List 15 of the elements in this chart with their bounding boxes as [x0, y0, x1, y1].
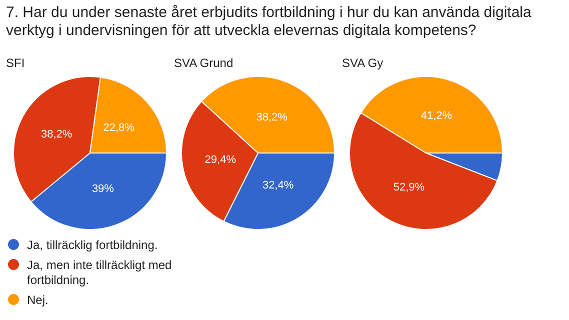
slice-label: SFI: [6, 56, 26, 72]
legend-label: Nej.: [27, 293, 50, 308]
legend-label: Ja, men inte tillräckligt med fortbildning.: [27, 258, 173, 288]
data-label: 39%: [92, 183, 114, 196]
data-label: 29,4%: [204, 154, 236, 166]
data-label: 52,9%: [393, 181, 425, 194]
data-label: 32,4%: [262, 180, 294, 192]
data-label: 22,8%: [103, 122, 135, 134]
slice-label: SVA Gy: [342, 56, 384, 72]
legend-label: Ja, tillräcklig fortbildning.: [27, 238, 159, 253]
slice-label: SVA Grund: [174, 56, 234, 72]
data-label: 41,2%: [420, 110, 452, 122]
data-label: 38,2%: [40, 128, 72, 140]
chart-title: 7. Har du under senaste året erbjudits fortbildning i hur du kan använda digitala verktyg i undervisningen för att utveckla elevernas digitala kompetens?: [6, 4, 532, 40]
data-label: 38,2%: [256, 111, 288, 124]
